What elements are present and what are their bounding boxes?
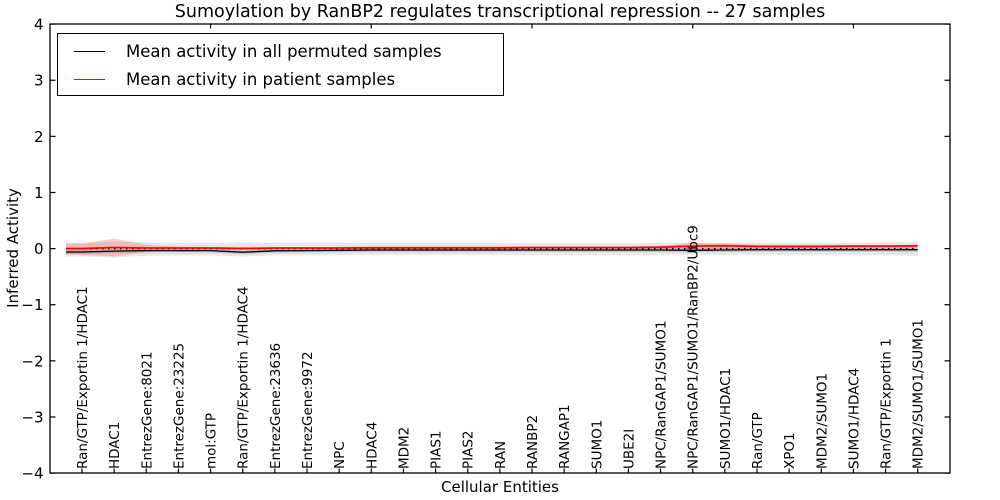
y-tick-label: 4 — [34, 16, 44, 34]
x-tick-label: mol:GTP — [204, 413, 220, 469]
x-tick-label: NPC — [332, 441, 348, 469]
x-tick-label: MDM2/SUMO1/SUMO1 — [911, 319, 927, 469]
x-tick-label: EntrezGene:23225 — [171, 343, 187, 469]
x-tick-label: EntrezGene:23636 — [268, 343, 284, 469]
x-tick-label: EntrezGene:8021 — [139, 351, 155, 469]
y-tick-label: −2 — [21, 352, 43, 370]
x-tick-label: HDAC1 — [107, 422, 123, 469]
x-tick-label: RANGAP1 — [557, 404, 573, 469]
y-tick-label: 1 — [34, 184, 44, 202]
x-tick-label: UBE2I — [621, 429, 637, 469]
x-tick-label: RAN — [493, 441, 509, 469]
x-tick-label: XPO1 — [782, 432, 798, 469]
legend-line-permuted-icon — [74, 50, 105, 52]
legend-entry-permuted: Mean activity in all permuted samples — [58, 37, 503, 65]
x-tick-label: SUMO1 — [589, 420, 605, 469]
x-tick-label: NPC/RanGAP1/SUMO1/RanBP2/Ubc9 — [686, 225, 702, 469]
x-tick-label: Ran/GTP — [750, 412, 766, 469]
legend-entry-patient: Mean activity in patient samples — [58, 65, 503, 93]
x-tick-label: SUMO1/HDAC1 — [718, 368, 734, 469]
patient-mean-line — [66, 244, 918, 250]
legend-line-patient-icon — [74, 78, 105, 80]
x-axis-label: Cellular Entities — [441, 478, 559, 496]
permuted-band-inner — [66, 247, 918, 255]
y-tick-label: 3 — [34, 72, 44, 90]
x-tick-label: MDM2/SUMO1 — [814, 373, 830, 469]
x-tick-label: SUMO1/HDAC4 — [846, 368, 862, 469]
x-tick-label: PIAS1 — [429, 430, 445, 469]
permuted-mean-line — [66, 249, 918, 253]
x-tick-label: Ran/GTP/Exportin 1/HDAC4 — [236, 286, 252, 469]
x-tick-label: EntrezGene:9972 — [300, 351, 316, 469]
x-tick-label: NPC/RanGAP1/SUMO1 — [654, 321, 670, 469]
legend-label-patient: Mean activity in patient samples — [126, 69, 396, 89]
x-tick-label: Ran/GTP/Exportin 1 — [879, 338, 895, 469]
legend: Mean activity in all permuted samples Me… — [57, 33, 504, 96]
x-tick-label: PIAS2 — [461, 430, 477, 469]
x-tick-label: Ran/GTP/Exportin 1/HDAC1 — [75, 286, 91, 469]
x-tick-label: RANBP2 — [525, 415, 541, 469]
axes-frame — [49, 23, 951, 474]
chart-title: Sumoylation by RanBP2 regulates transcri… — [174, 2, 826, 22]
y-tick-label: 2 — [34, 128, 44, 146]
x-tick-label: HDAC4 — [364, 422, 380, 469]
y-tick-label: −1 — [21, 296, 43, 314]
y-tick-label: 0 — [34, 240, 44, 258]
legend-label-permuted: Mean activity in all permuted samples — [126, 41, 442, 61]
y-tick-label: −4 — [21, 465, 43, 483]
x-tick-label: MDM2 — [396, 427, 412, 469]
y-tick-label: −3 — [21, 408, 43, 426]
